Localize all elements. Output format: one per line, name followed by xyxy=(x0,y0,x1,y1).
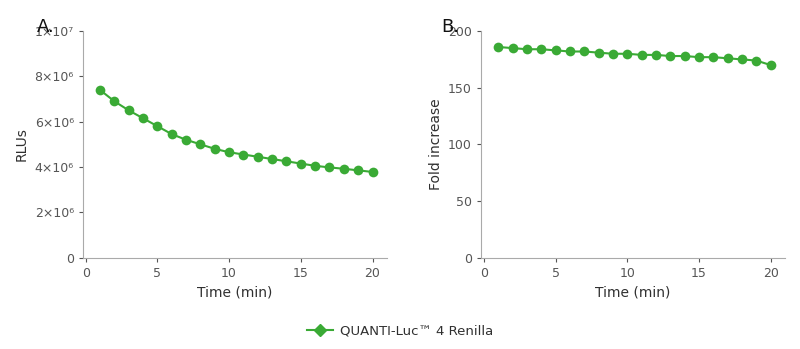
X-axis label: Time (min): Time (min) xyxy=(197,285,273,299)
X-axis label: Time (min): Time (min) xyxy=(595,285,670,299)
Legend: QUANTI-Luc™ 4 Renilla: QUANTI-Luc™ 4 Renilla xyxy=(302,319,498,342)
Text: A.: A. xyxy=(38,17,55,36)
Y-axis label: Fold increase: Fold increase xyxy=(429,98,442,190)
Text: B.: B. xyxy=(442,17,459,36)
Y-axis label: RLUs: RLUs xyxy=(15,127,29,161)
